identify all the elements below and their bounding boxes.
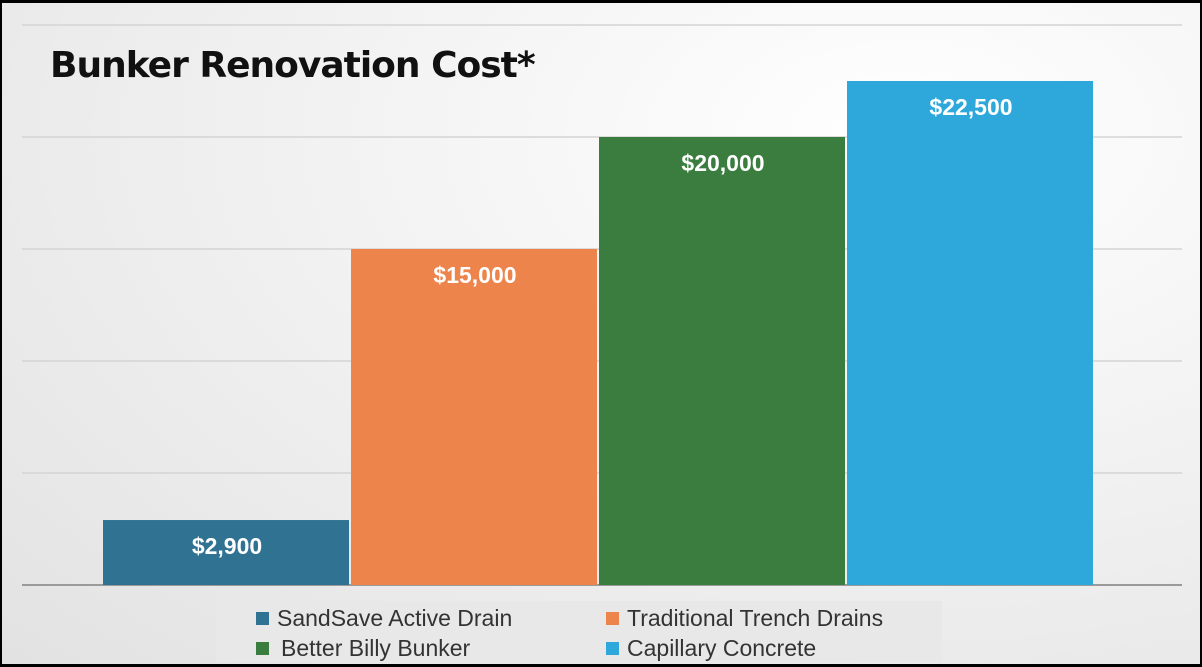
legend-item: Traditional Trench Drains [606,605,883,632]
legend-label: Better Billy Bunker [281,635,471,661]
data-label: $20,000 [681,150,764,176]
bar [847,81,1093,585]
legend-swatch [256,612,269,625]
legend-swatch [606,642,619,655]
chart-area: $2,900 $15,000 $20,000 $22,500 Bunker Renov… [2,3,1200,664]
chart-title: Bunker Renovation Cost* [50,45,536,86]
bar [599,137,845,585]
legend-item: Better Billy Bunker [256,635,470,662]
legend-swatch [256,642,269,655]
bar [351,249,597,585]
data-label: $22,500 [929,94,1012,120]
legend: SandSave Active Drain Traditional Trench… [216,601,942,663]
legend-label: Capillary Concrete [627,635,817,661]
legend-item: SandSave Active Drain [256,605,512,632]
legend-swatch [606,612,619,625]
data-label: $2,900 [192,533,262,559]
legend-label: Traditional Trench Drains [627,605,884,631]
bar [103,520,349,585]
data-label: $15,000 [433,262,516,288]
legend-label: SandSave Active Drain [277,605,513,631]
legend-item: Capillary Concrete [606,635,816,662]
bar-plot: $2,900 $15,000 $20,000 $22,500 [22,24,1182,586]
